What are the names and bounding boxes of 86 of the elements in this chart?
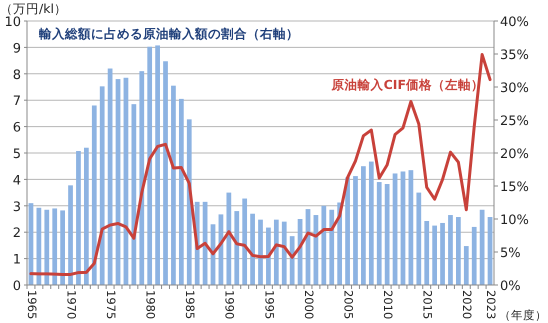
- y2-tick-label: 0%: [500, 279, 521, 294]
- bar: [202, 202, 208, 285]
- bar: [353, 176, 358, 285]
- y-tick-label: 8: [12, 68, 21, 83]
- bar: [52, 208, 58, 285]
- bar: [400, 171, 406, 285]
- bar: [298, 219, 302, 285]
- x-tick-label: 2015: [420, 290, 435, 320]
- bar: [44, 210, 50, 285]
- x-axis-title: （年度）: [499, 308, 547, 322]
- bar: [84, 148, 89, 285]
- bar: [464, 246, 469, 285]
- x-tick-label: 2005: [341, 290, 356, 320]
- bar: [266, 228, 271, 285]
- bar: [178, 98, 184, 285]
- y2-tick-label: 40%: [500, 15, 529, 30]
- y-tick-label: 10: [4, 15, 21, 30]
- bar: [218, 214, 224, 285]
- y-tick-label: 0: [12, 279, 21, 294]
- y-tick-label: 5: [12, 147, 21, 162]
- y2-tick-label: 5%: [500, 246, 521, 261]
- bar: [108, 68, 112, 285]
- bar: [155, 45, 160, 285]
- bar: [384, 184, 390, 285]
- x-tick-label: 2010: [380, 290, 396, 320]
- x-tick-label: 1975: [104, 290, 118, 320]
- bar: [163, 61, 168, 285]
- bar: [408, 170, 414, 285]
- bar: [488, 217, 492, 285]
- x-tick-label: 2023: [484, 290, 498, 320]
- bar: [60, 210, 65, 285]
- bar: [124, 78, 128, 285]
- bar: [321, 206, 326, 285]
- bar: [68, 185, 73, 285]
- bar: [76, 151, 81, 285]
- bar: [361, 166, 366, 285]
- x-tick-label: 2000: [302, 290, 316, 320]
- x-tick-label: 1980: [144, 290, 158, 320]
- bar: [448, 215, 453, 285]
- x-tick-label: 1990: [222, 290, 237, 320]
- bar: [147, 46, 152, 285]
- bar: [100, 86, 105, 285]
- bar: [116, 79, 120, 285]
- bar: [368, 162, 374, 285]
- x-tick-label: 1995: [262, 290, 276, 320]
- bar: [210, 224, 216, 285]
- y2-tick-label: 15%: [500, 180, 529, 195]
- bar: [314, 215, 318, 285]
- bar: [424, 220, 430, 285]
- bar: [250, 214, 255, 285]
- y-tick-label: 4: [12, 173, 21, 188]
- x-tick-label: 2020: [460, 290, 474, 320]
- y-tick-label: 3: [12, 200, 21, 215]
- bar: [242, 198, 248, 285]
- y2-tick-label: 10%: [500, 213, 529, 228]
- y-tick-label: 2: [12, 226, 21, 242]
- bar: [392, 173, 398, 285]
- bar: [480, 210, 484, 285]
- bar: [36, 208, 42, 285]
- x-tick-label: 1970: [64, 290, 78, 320]
- x-tick-label: 1965: [24, 290, 39, 320]
- bar: [171, 86, 176, 285]
- y-tick-label: 6: [12, 120, 21, 136]
- bar: [92, 105, 97, 285]
- y2-tick-label: 25%: [500, 114, 529, 129]
- bar: [28, 203, 34, 285]
- bar: [432, 226, 438, 285]
- bar: [472, 226, 477, 285]
- bar: [258, 220, 263, 285]
- line-series: [29, 53, 492, 276]
- bar: [416, 192, 422, 285]
- y2-tick-label: 35%: [500, 48, 529, 63]
- y-axis-title: （万円/kl）: [0, 1, 67, 16]
- series-label: 輸入総額に占める原油輸入額の割合（右軸）: [38, 26, 299, 41]
- bar: [306, 209, 310, 285]
- bar: [345, 177, 350, 285]
- y2-tick-label: 30%: [500, 81, 529, 96]
- bar: [440, 222, 445, 285]
- bar: [376, 182, 382, 285]
- y-tick-label: 1: [12, 252, 21, 268]
- series-label: 原油輸入CIF価格（左軸）: [330, 77, 484, 92]
- y2-tick-label: 20%: [500, 147, 529, 162]
- y-tick-label: 9: [12, 41, 21, 56]
- x-tick-label: 1985: [183, 290, 198, 320]
- bar: [456, 217, 461, 285]
- y-tick-label: 7: [12, 94, 21, 110]
